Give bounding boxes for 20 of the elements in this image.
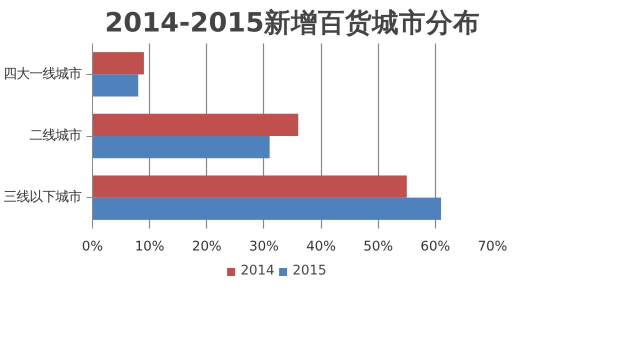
chart-title: 2014-2015新增百货城市分布	[104, 8, 480, 38]
y-tick-label: 二线城市	[30, 128, 82, 144]
legend-label: 2014	[240, 264, 274, 278]
x-tick-label: 10%	[134, 240, 164, 254]
x-tick-label: 30%	[249, 240, 279, 254]
x-tick-label: 70%	[478, 240, 508, 254]
bar	[92, 52, 144, 74]
y-tick-label: 四大一线城市	[4, 66, 82, 82]
bar	[92, 198, 442, 220]
x-tick-label: 0%	[82, 240, 104, 254]
bar	[92, 74, 138, 97]
bar	[92, 175, 407, 198]
x-tick-label: 60%	[420, 240, 450, 254]
bar	[92, 114, 298, 136]
y-tick-label: 三线以下城市	[4, 190, 82, 206]
bar	[92, 136, 270, 158]
x-tick-label: 20%	[192, 240, 222, 254]
legend-label: 2015	[292, 264, 326, 278]
x-tick-label: 40%	[306, 240, 336, 254]
x-tick-label: 50%	[363, 240, 394, 254]
